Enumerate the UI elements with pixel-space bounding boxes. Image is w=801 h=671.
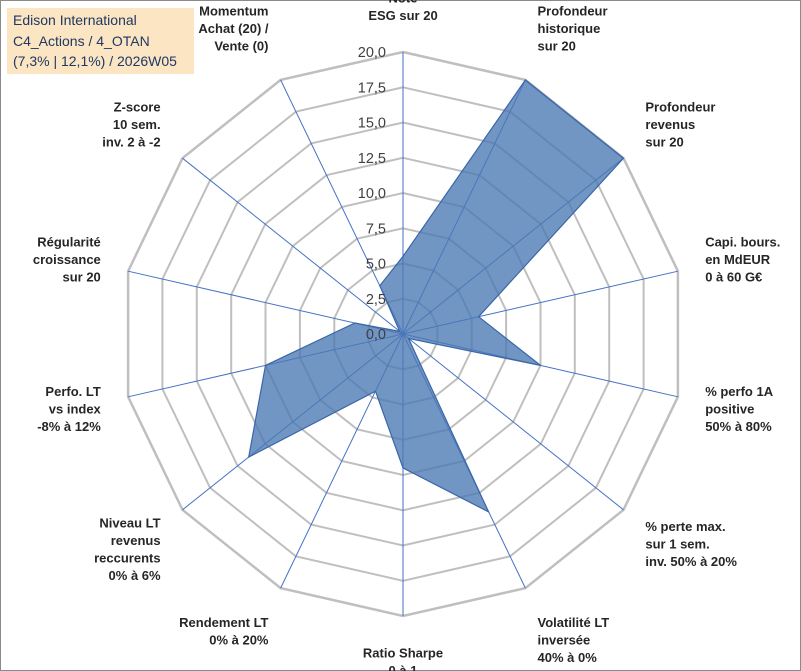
title-stats: (7,3% | 12,1%) / 2026W05 [13,53,177,69]
axis-label-line: sur 20 [62,269,100,284]
axis-label-line: sur 20 [538,39,576,54]
axis-label: Z-score 10 sem. inv. 2 à -2 [102,100,160,150]
radar-tick-labels: 0,0 2,5 5,0 7,5 10,0 12,5 15,0 17,5 20,0 [358,45,386,343]
tick-label: 7,5 [366,221,386,237]
tick-label: 0,0 [366,327,386,343]
axis-label-line: Volatilité LT [538,615,610,630]
axis-label-line: sur 1 sem. [645,536,709,551]
axis-label-line: Vente (0) [214,39,268,54]
axis-label-line: historique [538,21,601,36]
axis-label-line: Rendement LT [179,615,268,630]
tick-label: 5,0 [366,257,386,273]
axis-label-line: Régularité [37,234,101,249]
axis-label-line: sur 20 [645,135,683,150]
tick-label: 20,0 [358,45,386,61]
axis-label-line: en MdEUR [705,252,771,267]
axis-label-line: Profondeur [645,100,715,115]
radar-series [247,79,625,514]
tick-label: 15,0 [358,116,386,132]
axis-label: % perte max. sur 1 sem. inv. 50% à 20% [645,519,737,569]
axis-label-line: inversée [538,632,591,647]
axis-label-line: revenus [645,117,695,132]
axis-label-line: Ratio Sharpe [363,646,443,661]
axis-label-line: 0 à 60 G€ [705,269,762,284]
axis-label-line: revenus [111,533,161,548]
axis-label: % perfo 1A positive 50% à 80% [705,384,774,434]
series-area [247,79,625,514]
tick-label: 2,5 [366,292,386,308]
axis-label: Note ESG sur 20 [368,0,437,23]
axis-label-line: ESG sur 20 [368,8,437,23]
axis-label-line: positive [705,402,754,417]
axis-label-line: % perte max. [645,519,725,534]
axis-label: Profondeur revenus sur 20 [645,100,715,150]
title-portfolio: C4_Actions / 4_OTAN [13,32,150,49]
chart-title-box: Edison International C4_Actions / 4_OTAN… [7,8,194,74]
axis-label-line: croissance [33,252,101,267]
axis-label-line: Niveau LT [99,516,160,531]
axis-label-line: Momentum [199,4,268,19]
axis-label-line: Capi. bours. [705,234,780,249]
axis-label-line: reccurents [94,551,160,566]
axis-label-line: vs index [49,402,102,417]
axis-label-line: 0 à 1 [389,663,418,671]
axis-label: Capi. bours. en MdEUR 0 à 60 G€ [705,234,780,284]
tick-label: 12,5 [358,151,386,167]
title-company: Edison International [13,12,137,28]
axis-label-line: 0% à 20% [209,632,269,647]
axis-label: Rendement LT 0% à 20% [179,615,269,648]
axis-label-line: Achat (20) / [198,21,268,36]
axis-label-line: Note [389,0,418,6]
axis-label-line: % perfo 1A [705,384,774,399]
axis-label-line: Perfo. LT [45,384,100,399]
axis-label-line: Profondeur [538,4,608,19]
axis-label: Perfo. LT vs index -8% à 12% [37,384,101,434]
radar-spoke [402,333,624,511]
axis-label: Ratio Sharpe 0 à 1 [363,646,443,671]
tick-label: 17,5 [358,80,386,96]
radar-spoke [182,157,404,335]
axis-label-line: -8% à 12% [37,419,101,434]
axis-label: Momentum Achat (20) / Vente (0) [198,4,268,54]
axis-label-line: 50% à 80% [705,419,772,434]
axis-label-line: 10 sem. [113,117,161,132]
axis-label-line: 40% à 0% [538,650,598,665]
axis-label-line: 0% à 6% [109,568,161,583]
axis-label-line: inv. 2 à -2 [102,135,160,150]
axis-label: Niveau LT revenus reccurents 0% à 6% [94,516,161,584]
tick-label: 10,0 [358,186,386,202]
axis-label: Profondeur historique sur 20 [538,4,608,54]
axis-label-line: Z-score [114,100,161,115]
radar-axis-labels: Note ESG sur 20 Profondeur historique sur 20… [33,0,780,671]
axis-label-line: inv. 50% à 20% [645,554,737,569]
axis-label: Volatilité LT inversée 40% à 0% [538,615,610,665]
axis-label: Régularité croissance sur 20 [33,234,101,284]
